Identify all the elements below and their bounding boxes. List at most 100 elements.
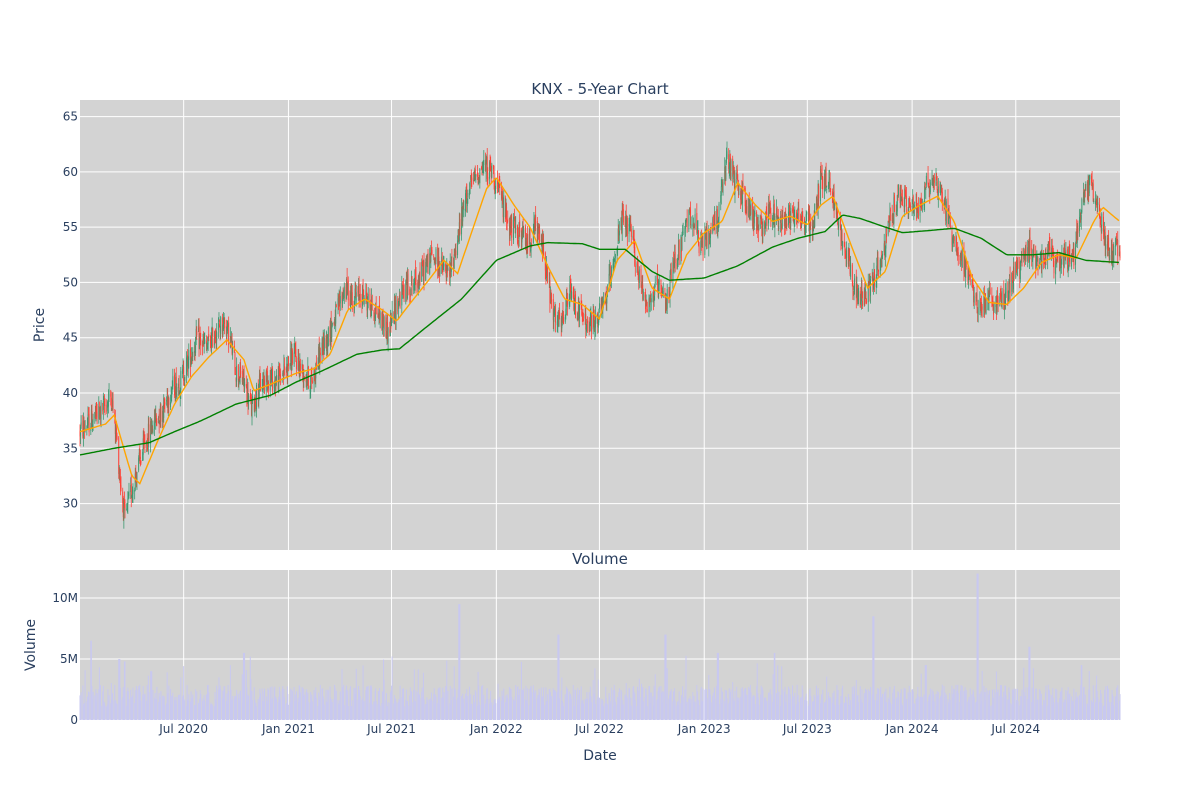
- volume-bar: [269, 687, 271, 720]
- price-candle-body: [252, 395, 254, 401]
- price-candle-body: [290, 348, 292, 364]
- price-candle-body: [159, 405, 161, 419]
- volume-bar: [470, 694, 472, 720]
- volume-bar: [653, 685, 655, 720]
- volume-bar: [920, 673, 922, 720]
- price-candle-body: [865, 291, 867, 303]
- price-candle-body: [573, 307, 575, 310]
- price-candle-body: [1011, 272, 1013, 280]
- x-tick-label: Jan 2021: [261, 722, 315, 736]
- volume-bar: [641, 683, 643, 720]
- price-candle-body: [600, 303, 602, 315]
- volume-bar: [178, 694, 180, 720]
- volume-bar: [939, 698, 941, 720]
- volume-bar: [843, 702, 845, 720]
- volume-bar: [833, 697, 835, 720]
- volume-bar: [661, 692, 663, 720]
- price-candle-body: [1112, 255, 1114, 262]
- volume-bar: [842, 685, 844, 720]
- price-candle-body: [661, 291, 663, 296]
- price-candle-body: [115, 426, 117, 436]
- volume-bar: [562, 703, 564, 720]
- price-candle-body: [282, 372, 284, 377]
- volume-bar: [446, 705, 448, 720]
- volume-bar: [309, 702, 311, 720]
- price-candle-body: [385, 317, 387, 331]
- volume-bar: [694, 703, 696, 720]
- price-candle-body: [346, 278, 347, 299]
- volume-bar: [585, 702, 587, 720]
- price-candle-body: [266, 368, 268, 375]
- price-candle-body: [700, 240, 702, 254]
- price-candle-body: [184, 376, 186, 381]
- volume-bar: [1064, 702, 1066, 720]
- price-candle-body: [347, 283, 349, 294]
- price-candle-body: [764, 223, 766, 233]
- price-candle-body: [889, 211, 891, 226]
- volume-bar: [407, 705, 409, 720]
- price-candle-body: [993, 307, 995, 315]
- price-candle-body: [809, 223, 811, 237]
- volume-bar: [150, 671, 152, 720]
- price-candle-body: [745, 205, 747, 213]
- volume-bar: [191, 697, 193, 720]
- price-candle-body: [1053, 261, 1055, 274]
- volume-bar: [159, 699, 161, 720]
- price-candle-body: [650, 296, 652, 303]
- volume-bar: [522, 690, 524, 720]
- price-candle-body: [614, 260, 616, 262]
- volume-bar: [852, 693, 854, 720]
- price-candle-body: [956, 237, 957, 253]
- ma-long-line: [79, 214, 1119, 456]
- volume-bar: [827, 692, 829, 720]
- price-candle-body: [207, 336, 209, 345]
- volume-bar: [528, 705, 530, 720]
- price-candle-body: [482, 168, 484, 173]
- price-candle-body: [1087, 181, 1088, 200]
- volume-bar: [981, 701, 983, 720]
- volume-bar: [951, 685, 953, 720]
- price-candle-body: [636, 263, 638, 267]
- price-candle-body: [415, 269, 416, 280]
- volume-bar: [733, 700, 735, 720]
- price-candle-body: [698, 244, 700, 254]
- volume-bar: [519, 689, 521, 720]
- price-candle-body: [311, 380, 313, 384]
- price-candle-body: [1056, 256, 1058, 257]
- price-candle-body: [433, 256, 435, 258]
- volume-bar: [465, 696, 467, 720]
- price-candle-body: [959, 258, 961, 261]
- volume-bar: [589, 686, 591, 720]
- volume-bar: [618, 692, 620, 720]
- volume-bar: [510, 689, 512, 720]
- price-candle-body: [138, 457, 140, 471]
- volume-bar: [721, 691, 723, 720]
- price-candle-body: [450, 259, 452, 272]
- price-candle-body: [964, 255, 965, 272]
- price-candle-body: [896, 195, 898, 212]
- price-candle-body: [421, 261, 423, 282]
- volume-bar: [580, 686, 582, 720]
- volume-gridlines: [80, 570, 1120, 721]
- volume-bar: [1117, 685, 1119, 720]
- volume-bar: [146, 685, 148, 720]
- volume-bar: [948, 702, 950, 720]
- price-candle-body: [841, 230, 843, 246]
- volume-bar: [983, 685, 985, 720]
- volume-bar: [662, 691, 664, 720]
- price-candle-body: [646, 309, 648, 313]
- volume-bar: [417, 691, 419, 720]
- volume-bar: [797, 697, 799, 720]
- x-tick-label: Jul 2020: [158, 722, 208, 736]
- price-candle-body: [847, 249, 849, 265]
- price-y-tick-label: 55: [63, 220, 78, 234]
- price-candle-body: [821, 173, 823, 176]
- volume-bar: [188, 694, 190, 720]
- price-candle-body: [1076, 228, 1078, 243]
- price-candle-body: [790, 207, 792, 224]
- volume-bar: [434, 694, 436, 720]
- price-candle-body: [1092, 183, 1094, 202]
- volume-bar: [916, 699, 918, 720]
- volume-bar: [226, 693, 228, 720]
- volume-bar: [325, 689, 327, 720]
